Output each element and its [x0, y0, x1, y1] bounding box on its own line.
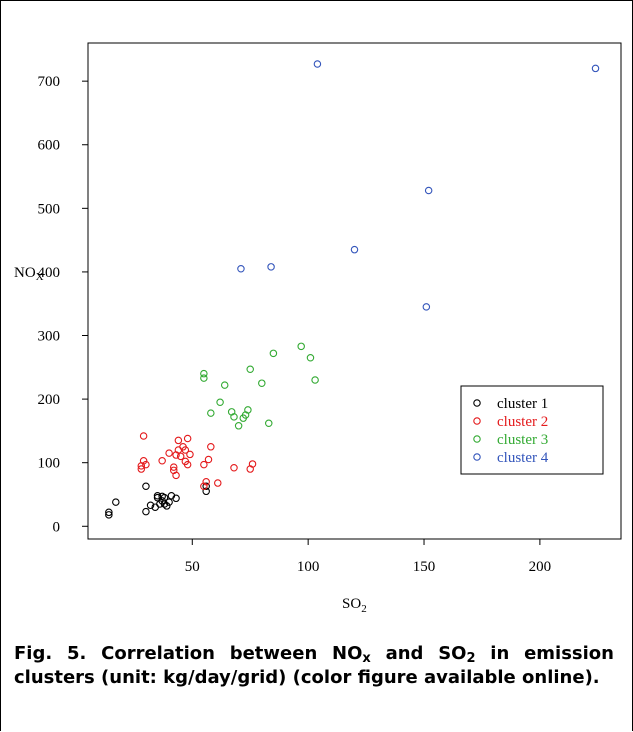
- point-cluster-3: [269, 349, 278, 358]
- point-cluster-1: [163, 502, 171, 510]
- point-cluster-3: [216, 398, 224, 407]
- y-tick-label: 300: [38, 329, 61, 345]
- point-cluster-2: [139, 432, 148, 440]
- x-axis: 50 100 150 200: [185, 539, 551, 575]
- y-axis-label: NOX: [14, 265, 44, 283]
- point-cluster-2: [158, 457, 166, 465]
- point-cluster-3: [200, 374, 208, 382]
- caption-text-b: and SO: [370, 643, 467, 664]
- point-cluster-1: [172, 494, 180, 503]
- y-tick-label: 200: [38, 392, 61, 408]
- caption-sub-b: 2: [466, 651, 476, 666]
- point-cluster-2: [202, 478, 210, 486]
- point-cluster-2: [186, 450, 194, 459]
- point-cluster-3: [234, 422, 243, 430]
- point-cluster-3: [230, 413, 238, 421]
- point-cluster-2: [230, 464, 238, 472]
- x-tick-label: 100: [297, 559, 320, 575]
- point-cluster-3: [297, 342, 305, 351]
- scatter-chart: 0 100 200 300 400 500 600 700 50 100 150 200 NOX S…: [14, 42, 622, 615]
- legend-label: cluster 1: [497, 396, 548, 412]
- caption-sub-a: x: [362, 651, 371, 666]
- point-cluster-4: [350, 245, 359, 254]
- point-cluster-1: [105, 508, 113, 517]
- point-cluster-2: [139, 457, 148, 465]
- legend-marker: [473, 435, 481, 443]
- point-cluster-4: [591, 64, 600, 73]
- point-cluster-1: [142, 482, 150, 490]
- legend-box: [460, 385, 604, 475]
- point-cluster-2: [214, 479, 222, 487]
- caption-text-a: Correlation between NO: [86, 643, 363, 664]
- point-cluster-2: [204, 455, 213, 464]
- point-cluster-2: [172, 471, 180, 480]
- point-cluster-1: [105, 511, 113, 519]
- point-cluster-1: [202, 482, 210, 490]
- point-cluster-3: [220, 381, 229, 389]
- y-tick-label: 700: [38, 74, 61, 90]
- point-cluster-2: [200, 460, 208, 469]
- point-cluster-3: [265, 419, 273, 428]
- caption-text-c: in emission clusters (unit: kg/day/grid)…: [14, 643, 614, 688]
- point-cluster-2: [137, 465, 146, 473]
- point-cluster-2: [207, 443, 215, 451]
- legend-marker: [473, 453, 481, 461]
- point-cluster-3: [246, 365, 254, 373]
- figure-caption: Fig. 5. Correlation between NOx and SO2 …: [14, 642, 614, 690]
- caption-fig-label: Fig. 5.: [14, 643, 87, 664]
- point-cluster-1: [165, 498, 173, 506]
- legend-marker: [473, 399, 481, 407]
- legend-label: cluster 3: [497, 432, 548, 448]
- point-cluster-2: [176, 452, 185, 461]
- y-tick-label: 400: [38, 265, 61, 281]
- data-points: [105, 60, 600, 519]
- point-cluster-1: [112, 498, 120, 506]
- x-axis-label: SO2: [342, 596, 367, 615]
- x-tick-label: 50: [185, 559, 200, 575]
- point-cluster-2: [248, 460, 257, 468]
- point-cluster-2: [183, 460, 192, 469]
- point-cluster-3: [258, 379, 266, 387]
- legend-label: cluster 2: [497, 414, 548, 430]
- point-cluster-2: [142, 460, 150, 469]
- point-cluster-3: [306, 354, 315, 362]
- point-cluster-4: [424, 186, 433, 195]
- x-tick-label: 200: [529, 559, 552, 575]
- plot-area: [87, 42, 622, 540]
- y-tick-label: 500: [38, 201, 61, 217]
- point-cluster-3: [244, 406, 252, 414]
- point-cluster-2: [200, 482, 208, 490]
- point-cluster-1: [160, 493, 169, 502]
- legend: cluster 1 cluster 2 cluster 3 cluster 4: [460, 385, 604, 475]
- point-cluster-2: [174, 436, 183, 445]
- point-cluster-3: [311, 376, 319, 384]
- point-cluster-2: [165, 449, 173, 457]
- legend-marker: [473, 417, 481, 425]
- point-cluster-2: [183, 434, 192, 443]
- point-cluster-1: [146, 501, 155, 510]
- point-cluster-1: [142, 507, 150, 516]
- point-cluster-4: [422, 303, 431, 311]
- point-cluster-2: [169, 463, 178, 471]
- point-cluster-2: [181, 446, 190, 454]
- point-cluster-3: [200, 369, 208, 378]
- x-tick-label: 150: [413, 559, 436, 575]
- point-cluster-4: [237, 264, 245, 273]
- legend-label: cluster 4: [497, 450, 549, 466]
- point-cluster-1: [153, 492, 162, 500]
- y-tick-label: 600: [38, 138, 61, 154]
- point-cluster-3: [207, 409, 215, 417]
- point-cluster-4: [267, 263, 275, 271]
- y-tick-label: 100: [38, 456, 61, 472]
- y-axis: 0 100 200 300 400 500 600 700: [38, 74, 88, 535]
- point-cluster-4: [313, 60, 322, 68]
- y-tick-label: 0: [53, 519, 61, 535]
